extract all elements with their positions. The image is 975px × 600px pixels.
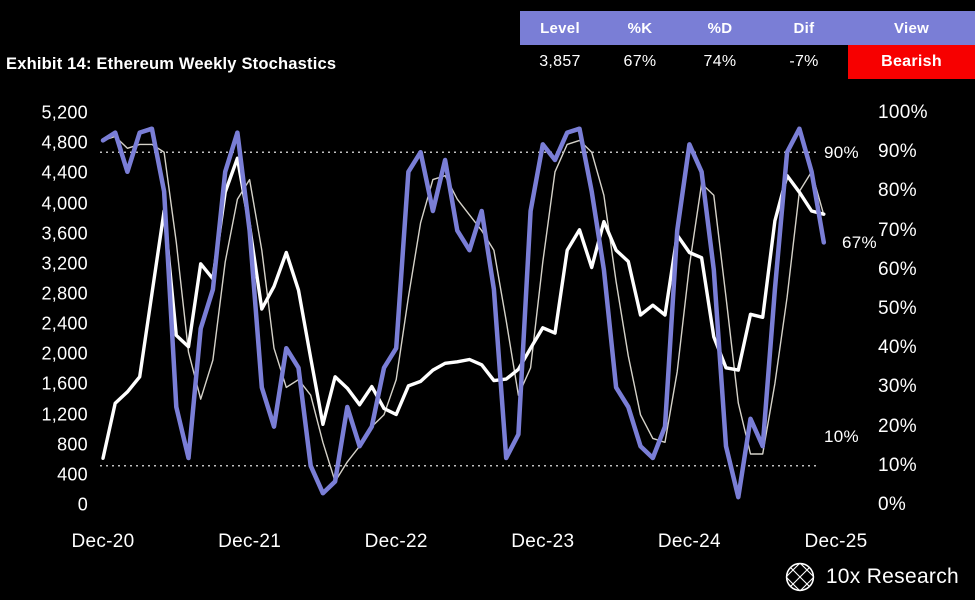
x-axis-tick: Dec-24 (657, 531, 721, 552)
col-k: %K (627, 19, 653, 37)
globe-icon (785, 562, 815, 592)
right-axis-tick: 30% (878, 376, 917, 398)
view-badge: Bearish (848, 45, 975, 79)
series-stoch-k (100, 126, 827, 500)
chart-title: Exhibit 14: Ethereum Weekly Stochastics (6, 55, 337, 73)
x-axis-tick: Dec-20 (71, 531, 135, 552)
k-value: 67% (623, 53, 657, 70)
brand-name: 10x Research (825, 565, 959, 588)
right-axis-tick: 90% (878, 141, 917, 163)
left-axis-tick: 2,000 (41, 343, 88, 364)
right-axis-tick: 50% (878, 298, 917, 319)
left-axis-tick: 800 (57, 434, 88, 455)
right-axis-tick: 40% (878, 337, 917, 359)
col-dif: Dif (793, 19, 815, 37)
col-view: View (893, 19, 930, 37)
series-stoch-d (102, 135, 825, 483)
left-axis-tick: 1,200 (41, 404, 88, 424)
right-axis-tick: 0% (878, 494, 907, 515)
left-axis-tick: 3,600 (41, 223, 88, 244)
d-value: 74% (703, 53, 737, 70)
right-axis-tick: 100% (878, 102, 928, 123)
x-axis-tick: Dec-22 (364, 531, 428, 552)
stats-table-values: 3,857 67% 74% -7% Bearish (520, 45, 975, 79)
x-axis-tick: Dec-23 (511, 531, 575, 552)
dif-value: -7% (789, 53, 819, 70)
stats-table-header: Level %K %D Dif View (520, 11, 975, 45)
left-axis-tick: 3,200 (41, 253, 88, 274)
series-eth-price (101, 156, 826, 460)
stats-table: Level %K %D Dif View 3,857 67% 74% -7% B… (520, 11, 975, 79)
left-axis-tick: 5,200 (41, 102, 88, 123)
level-value: 3,857 (539, 53, 581, 70)
right-axis-tick: 70% (878, 219, 917, 241)
left-axis-tick: 2,800 (41, 283, 88, 304)
left-axis-tick: 400 (57, 464, 88, 485)
oversold-level-label: 10% (824, 427, 859, 446)
brand-logo: 10x Research (783, 560, 959, 594)
left-axis-tick: 4,000 (41, 193, 88, 213)
left-axis-tick: 2,400 (41, 313, 88, 334)
x-axis-tick: Dec-25 (804, 531, 868, 552)
right-axis-tick: 60% (878, 258, 917, 280)
left-axis-tick: 4,400 (41, 162, 88, 183)
col-level: Level (540, 19, 580, 37)
overbought-level-label: 90% (824, 143, 859, 162)
right-axis-tick: 80% (878, 180, 917, 202)
left-axis-tick: 0 (77, 494, 88, 515)
left-axis-tick: 1,600 (41, 373, 88, 394)
right-axis-tick: 20% (878, 415, 917, 437)
left-axis-tick: 4,800 (41, 132, 88, 153)
current-k-label: 67% (842, 233, 877, 252)
right-axis-tick: 10% (878, 454, 917, 476)
col-d: %D (707, 19, 733, 37)
x-axis-tick: Dec-21 (218, 531, 282, 552)
